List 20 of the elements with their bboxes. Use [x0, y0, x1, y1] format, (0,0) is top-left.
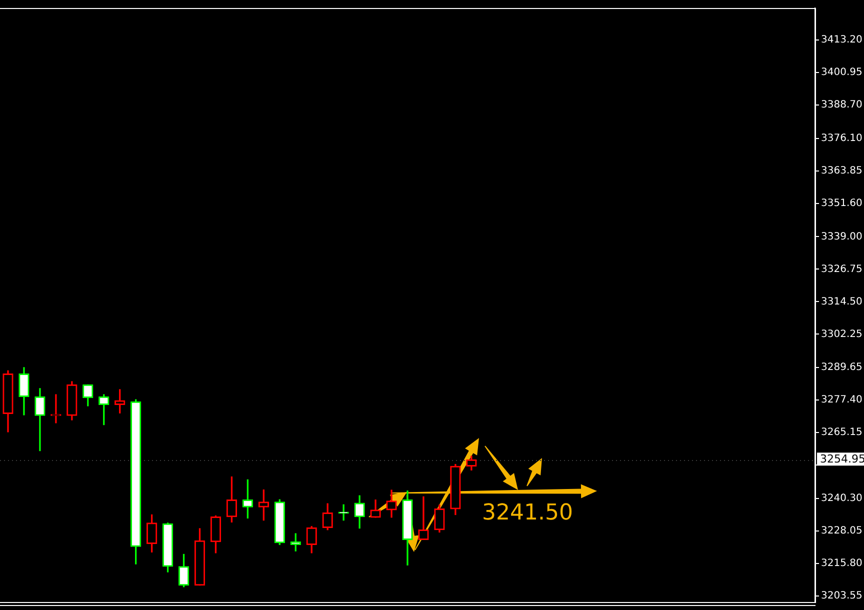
- y-tick-label: 3413.20: [821, 34, 862, 46]
- y-tick-label: 3302.25: [821, 328, 862, 340]
- y-tick-label: 3265.15: [821, 427, 862, 438]
- y-tick-label: 3215.80: [821, 558, 862, 570]
- y-tick-label: 3277.40: [821, 394, 862, 406]
- y-tick-label: 3363.85: [821, 165, 862, 176]
- y-tick-label: 3400.95: [821, 66, 862, 78]
- annotation: 3241.50: [482, 500, 573, 526]
- y-tick-label: 3388.70: [821, 99, 862, 110]
- y-tick-label: 3228.05: [821, 526, 862, 537]
- candlestick: [418, 496, 429, 540]
- y-tick-label: 3240.30: [821, 493, 862, 504]
- y-tick-label: 3339.00: [821, 231, 862, 242]
- y-tick-label: 3203.55: [821, 590, 862, 602]
- y-tick-label: 3376.10: [821, 132, 862, 144]
- y-tick-label: 3314.50: [821, 296, 862, 308]
- y-tick-label: 3351.60: [821, 198, 862, 209]
- candlestick: [50, 394, 62, 424]
- y-tick-label: 3289.65: [821, 362, 862, 374]
- y-tick-label: 3326.75: [821, 264, 862, 275]
